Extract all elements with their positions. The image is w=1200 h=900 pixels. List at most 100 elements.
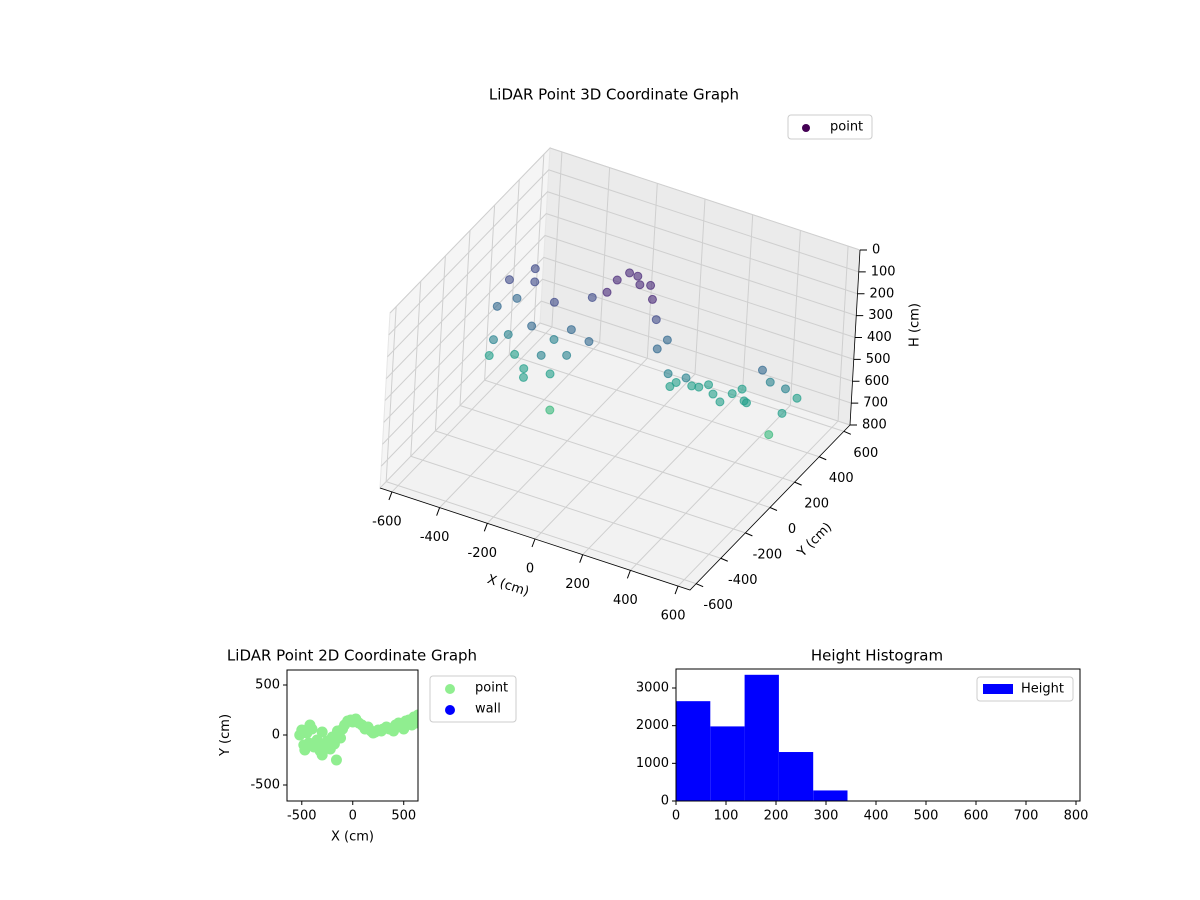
y-tick-label: -400: [728, 573, 758, 588]
legend-box: [976, 676, 1074, 702]
grid-line: [384, 234, 856, 401]
chart-histogram: Height 0 100 200 300 400 500 600 700 800 0 1000 2000…: [636, 668, 1089, 824]
point: [503, 329, 513, 339]
x-tick-label: 0: [526, 562, 534, 577]
y-tick-label: -500: [250, 778, 280, 793]
z-tick-label: 700: [863, 396, 888, 411]
point: [562, 350, 572, 360]
legend-marker: [445, 684, 455, 694]
point: [764, 430, 774, 440]
point: [652, 344, 662, 354]
point: [504, 275, 514, 285]
tick-mark: [626, 570, 631, 579]
point: [757, 365, 767, 375]
point: [741, 398, 751, 408]
z-tick-label: 100: [871, 264, 896, 279]
legend-label: point: [475, 681, 508, 696]
point: [612, 275, 622, 285]
x-tick-label: 300: [814, 809, 839, 824]
point: [587, 292, 597, 302]
point: [765, 377, 775, 387]
chart-title: LiDAR Point 3D Coordinate Graph: [489, 86, 739, 104]
grid-line: [387, 191, 858, 358]
point: [566, 325, 576, 335]
tick-mark: [819, 456, 827, 461]
y-tick-label: 3000: [636, 680, 669, 695]
tick-mark: [436, 507, 441, 516]
legend-marker: [445, 705, 455, 715]
point: [792, 393, 802, 403]
grid-line: [382, 278, 853, 445]
tick-mark: [843, 430, 852, 435]
z-tick-label: 200: [870, 286, 895, 301]
point: [530, 277, 540, 287]
point: [625, 268, 635, 278]
tick-mark: [531, 538, 536, 548]
point: [584, 337, 594, 347]
tick-mark: [695, 583, 704, 588]
bar: [813, 790, 848, 801]
y-axis-label: Y (cm): [794, 520, 835, 561]
y-tick-label: -600: [703, 598, 733, 613]
plot-area: [294, 709, 418, 766]
x-tick-label: 500: [391, 809, 416, 824]
bar: [778, 752, 814, 801]
point: [512, 293, 522, 303]
point: [545, 405, 555, 415]
point: [704, 380, 714, 390]
point: [410, 717, 418, 729]
point: [651, 315, 661, 325]
point: [671, 377, 681, 387]
point: [777, 408, 787, 418]
point: [780, 384, 790, 394]
tick-mark: [720, 557, 728, 562]
y-tick-label: 0: [272, 728, 280, 743]
point: [737, 384, 747, 394]
bar: [676, 701, 711, 801]
grid-line: [383, 256, 854, 423]
point: [665, 382, 675, 392]
z-tick-label: 400: [867, 330, 892, 345]
grid-line: [389, 147, 861, 314]
point: [708, 389, 718, 399]
chart-title: Height Histogram: [811, 647, 943, 665]
z-tick-label: 600: [865, 374, 890, 389]
x-tick-label: 400: [864, 809, 889, 824]
point: [412, 709, 418, 721]
x-tick-label: 800: [1064, 809, 1089, 824]
chart-2d: point wall -500 0 500 -500 0 500 X (cm) Y (cm): [218, 669, 517, 845]
axes-frame: [675, 668, 1081, 802]
x-tick-label: 700: [1014, 809, 1039, 824]
x-tick-label: 600: [661, 609, 686, 624]
grid-line: [379, 322, 851, 489]
grid-line: [388, 169, 859, 336]
x-tick-label: -600: [372, 514, 402, 529]
tick-mark: [674, 585, 679, 595]
point: [527, 321, 537, 331]
x-tick-label: 400: [613, 593, 638, 608]
x-tick-label: -200: [468, 546, 498, 561]
axis-line: [379, 249, 861, 591]
point: [663, 369, 673, 379]
y-tick-label: 2000: [636, 718, 669, 733]
x-tick-label: -500: [287, 809, 317, 824]
tick-mark: [388, 491, 393, 501]
point: [602, 287, 612, 297]
legend-label: point: [830, 120, 863, 135]
z-tick-label: 300: [868, 308, 893, 323]
point: [647, 294, 657, 304]
legend-box: [429, 675, 517, 723]
point: [330, 754, 342, 766]
y-tick-label: 600: [853, 446, 878, 461]
legend-label: Height: [1021, 682, 1064, 697]
point: [484, 351, 494, 361]
y-axis-label: Y (cm): [218, 714, 233, 757]
legend-box: [787, 114, 873, 140]
point: [549, 297, 559, 307]
point: [662, 335, 672, 345]
point: [335, 732, 347, 744]
grid-line: [385, 213, 857, 379]
point: [545, 369, 555, 379]
point: [492, 301, 502, 311]
legend-marker: [802, 124, 810, 132]
